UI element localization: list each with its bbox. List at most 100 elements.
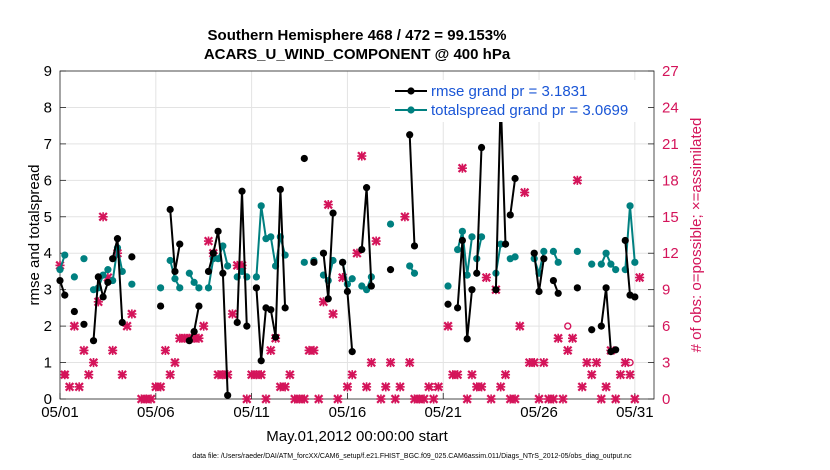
rmse-point [549, 276, 558, 285]
rmse-point [358, 245, 366, 254]
rmse-point [94, 273, 102, 281]
rmse-point [343, 287, 352, 296]
rmse-point [612, 346, 620, 354]
rmse-point [310, 258, 318, 266]
spread-point [597, 260, 605, 268]
rmse-point [252, 284, 261, 292]
y-tick-label-right: 21 [662, 136, 679, 153]
spread-point [156, 284, 165, 292]
obs-assimilated-marker [481, 272, 491, 283]
rmse-point [89, 337, 98, 345]
spread-point [463, 271, 471, 279]
rmse-point [554, 289, 562, 297]
obs-assimilated-marker [146, 394, 156, 404]
chart-subtitle: ACARS_U_WIND_COMPONENT @ 400 hPa [204, 46, 511, 63]
obs-assimilated-marker [261, 394, 271, 404]
rmse-point [386, 266, 395, 274]
rmse-line [494, 98, 507, 290]
rmse-point [243, 322, 251, 330]
chart-title: Southern Hemisphere 468 / 472 = 99.153% [208, 27, 507, 44]
obs-assimilated-marker [630, 394, 640, 404]
obs-assimilated-marker [558, 394, 568, 404]
rmse-line [600, 287, 617, 354]
y-axis-right-tick-labels: 0 3 6 9 12 15 18 21 24 27 [662, 63, 679, 408]
obs-assimilated-marker [79, 345, 89, 355]
obs-assimilated-marker [74, 382, 84, 392]
spread-point [406, 262, 414, 270]
spread-point [444, 282, 452, 290]
plot-frame [59, 70, 655, 400]
rmse-point [190, 327, 198, 336]
rmse-point [156, 302, 165, 310]
obs-assimilated-marker [199, 321, 209, 331]
spread-point [61, 251, 69, 259]
spread-point [267, 233, 275, 241]
obs-possible-marker [626, 358, 634, 367]
obs-assimilated-marker [582, 357, 592, 368]
obs-assimilated-marker [572, 175, 582, 185]
obs-assimilated-marker [400, 212, 410, 222]
rmse-point [61, 291, 69, 299]
x-tick-label: 05/11 [233, 404, 269, 421]
rmse-point [348, 348, 356, 356]
spread-point [386, 220, 395, 228]
rmse-line [509, 178, 517, 216]
rmse-point [80, 320, 88, 328]
rmse-point [477, 143, 486, 152]
spread-point [128, 280, 136, 288]
spread-point [252, 273, 261, 281]
x-tick-label: 05/26 [520, 404, 558, 421]
obs-assimilated-marker [357, 151, 367, 161]
rmse-point [276, 185, 284, 194]
obs-possible-marker [429, 383, 438, 391]
rmse-line [360, 187, 373, 287]
obs-assimilated-marker [635, 272, 645, 283]
obs-assimilated-marker [376, 394, 386, 404]
obs-assimilated-marker [520, 187, 530, 198]
obs-assimilated-marker [611, 394, 621, 404]
obs-assimilated-marker [462, 394, 472, 404]
obs-markers [55, 151, 645, 404]
rmse-point [530, 249, 538, 257]
obs-assimilated-marker [587, 370, 597, 380]
obs-assimilated-marker [476, 382, 487, 392]
spread-point [300, 258, 308, 266]
rmse-line [475, 147, 483, 274]
spread-point [511, 253, 519, 261]
spread-point [56, 266, 64, 274]
rmse-point [540, 255, 548, 263]
obs-assimilated-marker [510, 394, 520, 404]
obs-assimilated-marker [227, 309, 238, 319]
rmse-point [70, 307, 78, 316]
legend-rmse-marker [407, 87, 415, 95]
rmse-line [408, 134, 416, 246]
obs-assimilated-marker [347, 370, 357, 380]
rmse-point [113, 235, 122, 243]
rmse-line [269, 189, 287, 338]
y-tick-label-right: 3 [662, 355, 670, 372]
legend-box [390, 80, 648, 122]
spread-point [410, 269, 419, 277]
rmse-point [118, 318, 126, 327]
rmse-point [104, 278, 112, 286]
spread-point [195, 284, 203, 292]
obs-assimilated-marker [328, 309, 338, 319]
obs-assimilated-marker [69, 321, 79, 331]
obs-assimilated-marker [127, 309, 137, 319]
y-axis-left-label: rmse and totalspread [26, 165, 43, 306]
obs-assimilated-marker [591, 357, 602, 368]
obs-assimilated-marker [242, 394, 252, 404]
rmse-point [511, 174, 519, 183]
spread-point [626, 202, 634, 210]
y-tick-label-left: 1 [44, 355, 52, 372]
rmse-point [324, 295, 332, 303]
y-tick-label-right: 18 [662, 172, 679, 189]
rmse-point [458, 236, 466, 245]
obs-assimilated-marker [309, 345, 319, 355]
spread-point [477, 233, 486, 241]
spread-point [214, 255, 222, 263]
obs-assimilated-marker [160, 345, 170, 355]
obs-assimilated-marker [371, 236, 381, 246]
rmse-point [501, 240, 510, 248]
spread-point [176, 284, 184, 292]
